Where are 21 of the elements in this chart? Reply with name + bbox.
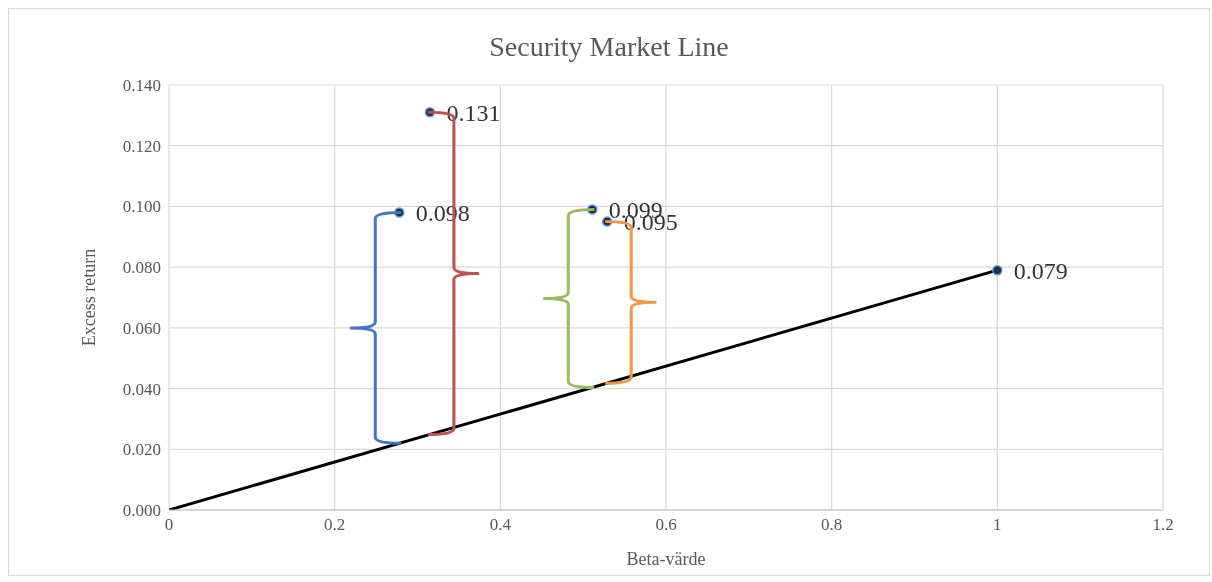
x-tick-label: 0.6 bbox=[655, 515, 677, 535]
y-tick-label: 0.000 bbox=[122, 501, 161, 521]
data-label: 0.079 bbox=[1013, 257, 1068, 284]
x-tick-label: 0.2 bbox=[324, 515, 346, 535]
x-tick-label: 0.4 bbox=[489, 515, 512, 535]
y-tick-label: 0.040 bbox=[122, 379, 161, 399]
point bbox=[992, 264, 1003, 276]
y-tick-label: 0.060 bbox=[122, 318, 161, 338]
y-tick-label: 0.080 bbox=[122, 258, 161, 278]
x-tick-label: 1 bbox=[993, 515, 1002, 535]
y-tick-label: 0.100 bbox=[122, 197, 161, 217]
x-axis-title: Beta-värde bbox=[626, 549, 706, 569]
x-tick-label: 0.8 bbox=[821, 515, 843, 535]
y-tick-label: 0.140 bbox=[122, 76, 161, 96]
x-tick-label: 1.2 bbox=[1152, 515, 1174, 535]
y-tick-label: 0.020 bbox=[122, 440, 161, 460]
chart-title: Security Market Line bbox=[488, 30, 730, 64]
data-label: 0.131 bbox=[446, 99, 501, 126]
x-tick-label: 0 bbox=[164, 515, 174, 535]
y-axis-title: Excess return bbox=[79, 248, 100, 347]
y-tick-label: 0.120 bbox=[122, 136, 161, 156]
